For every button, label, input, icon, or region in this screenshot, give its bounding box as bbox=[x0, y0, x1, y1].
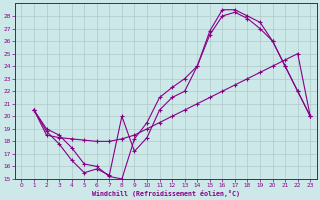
X-axis label: Windchill (Refroidissement éolien,°C): Windchill (Refroidissement éolien,°C) bbox=[92, 190, 240, 197]
